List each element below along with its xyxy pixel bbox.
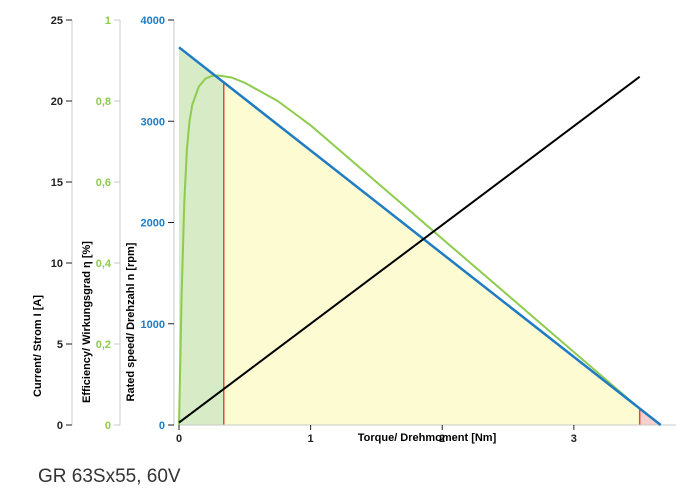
efficiency-tick-label: 0,6 — [96, 177, 111, 189]
x-tick-label: 3 — [571, 433, 577, 445]
efficiency-tick-label: 0,8 — [96, 96, 111, 108]
efficiency-axis-label: Efficiency/ Wirkungsgrad η [%] — [81, 241, 93, 403]
area-yellow — [223, 82, 640, 425]
speed-tick-label: 2000 — [141, 218, 165, 230]
efficiency-tick-label: 0,2 — [96, 339, 111, 351]
chart-caption: GR 63Sx55, 60V — [38, 466, 181, 487]
efficiency-tick-label: 1 — [105, 15, 111, 27]
efficiency-tick-label: 0 — [105, 420, 111, 432]
current-tick-label: 5 — [57, 339, 63, 351]
current-axis-label: Current/ Strom I [A] — [32, 295, 44, 397]
x-axis-label: Torque/ Drehmoment [Nm] — [358, 432, 497, 444]
chart-axes: 051015202500,20,40,60,810100020003000400… — [51, 15, 676, 445]
x-tick-label: 0 — [176, 433, 182, 445]
operating-point-markers — [223, 82, 641, 425]
chart-series — [178, 46, 662, 426]
current-line — [178, 75, 641, 424]
x-tick-label: 2 — [439, 433, 445, 445]
speed-axis-label: Rated speed/ Drehzahl n [rpm] — [125, 242, 137, 401]
current-tick-label: 0 — [57, 420, 63, 432]
current-tick-label: 20 — [51, 96, 63, 108]
current-tick-label: 25 — [51, 15, 63, 27]
speed-line — [178, 46, 662, 426]
current-tick-label: 15 — [51, 177, 63, 189]
operating-area-fills — [179, 47, 661, 426]
speed-tick-label: 1000 — [141, 319, 165, 331]
efficiency-line — [178, 74, 662, 426]
speed-tick-label: 0 — [159, 420, 165, 432]
efficiency-tick-label: 0,4 — [96, 258, 112, 270]
speed-tick-label: 3000 — [141, 116, 165, 128]
x-tick-label: 1 — [308, 433, 314, 445]
speed-tick-label: 4000 — [141, 15, 165, 27]
current-tick-label: 10 — [51, 258, 63, 270]
area-green — [179, 47, 224, 426]
